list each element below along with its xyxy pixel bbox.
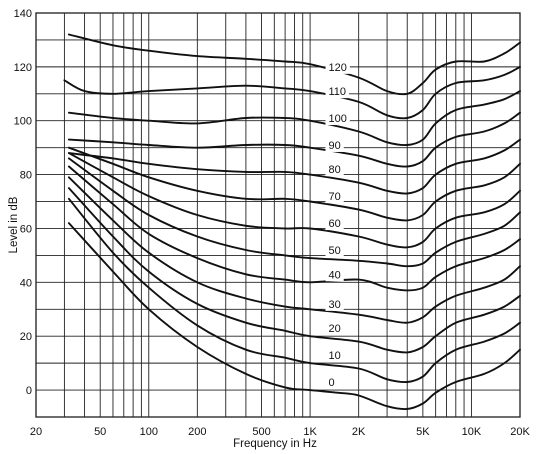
- curve-80: [67, 138, 521, 195]
- curve-label-80: 80: [328, 164, 340, 176]
- curve-10: [67, 197, 521, 384]
- x-tick-label: 20: [30, 426, 42, 438]
- curve-label-background: [325, 348, 344, 363]
- curve-110: [63, 65, 521, 120]
- curve-label-120: 120: [328, 62, 346, 74]
- x-tick-label: 10K: [462, 426, 482, 438]
- curve-label-110: 110: [328, 86, 346, 98]
- curve-50: [67, 157, 521, 268]
- y-tick-label: 40: [20, 277, 32, 289]
- curve-40: [67, 165, 521, 292]
- curve-30: [67, 176, 521, 324]
- curve-label-40: 40: [328, 269, 340, 281]
- curve-label-background: [325, 137, 344, 152]
- y-tick-label: 140: [14, 8, 32, 20]
- x-tick-label: 100: [140, 426, 158, 438]
- x-tick-label: 1K: [303, 426, 317, 438]
- curve-label-background: [325, 216, 344, 231]
- y-tick-label: 100: [14, 116, 32, 128]
- x-tick-label: 50: [94, 426, 106, 438]
- x-tick-label: 500: [252, 426, 270, 438]
- x-tick-label: 200: [188, 426, 206, 438]
- curve-120: [67, 33, 521, 96]
- x-tick-label: 20K: [510, 426, 530, 438]
- y-tick-labels: 0 20 40 60 80 100 120 140: [14, 8, 32, 397]
- y-tick-label: 120: [14, 62, 32, 74]
- curve-label-70: 70: [328, 191, 340, 203]
- y-axis-label: Level in dB: [8, 196, 20, 253]
- curve-label-90: 90: [328, 140, 340, 152]
- x-tick-labels: 20 50 100 200 500 1K 2K 5K 10K 20K: [30, 426, 531, 438]
- curve-label-background: [325, 296, 344, 311]
- curve-label-30: 30: [328, 299, 340, 311]
- y-tick-label: 80: [20, 170, 32, 182]
- curve-label-20: 20: [328, 323, 340, 335]
- curve-label-0: 0: [328, 377, 334, 389]
- y-tick-label: 20: [20, 331, 32, 343]
- curve-label-60: 60: [328, 218, 340, 230]
- x-tick-label: 2K: [352, 426, 366, 438]
- curve-label-50: 50: [328, 245, 340, 257]
- curve-label-background: [325, 267, 344, 282]
- curve-0: [67, 222, 521, 410]
- curve-label-background: [325, 162, 344, 177]
- curve-label-100: 100: [328, 113, 346, 125]
- curve-label-background: [325, 189, 344, 204]
- curve-label-background: [325, 243, 344, 258]
- curve-label-background: [325, 374, 338, 389]
- curve-60: [67, 152, 521, 249]
- curve-100: [67, 90, 521, 147]
- curve-label-background: [325, 59, 350, 74]
- curve-label-background: [325, 321, 344, 336]
- curve-label-10: 10: [328, 350, 340, 362]
- curves: [63, 33, 521, 410]
- x-tick-label: 5K: [416, 426, 430, 438]
- curve-20: [67, 187, 521, 354]
- curve-90: [67, 111, 521, 168]
- curve-label-background: [325, 111, 350, 126]
- y-tick-label: 0: [26, 385, 32, 397]
- x-axis-label: Frequency in Hz: [233, 438, 317, 450]
- y-tick-label: 60: [20, 223, 32, 235]
- curve-label-background: [325, 84, 350, 99]
- curve-70: [67, 146, 521, 222]
